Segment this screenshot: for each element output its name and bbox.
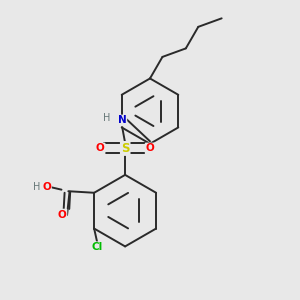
Text: O: O	[146, 143, 154, 153]
Text: S: S	[121, 142, 129, 155]
Text: O: O	[96, 143, 105, 153]
Text: O: O	[42, 182, 51, 191]
Text: N: N	[118, 116, 126, 125]
Text: H: H	[103, 113, 110, 123]
Text: O: O	[58, 209, 67, 220]
Text: H: H	[33, 182, 40, 191]
Text: Cl: Cl	[92, 242, 103, 252]
